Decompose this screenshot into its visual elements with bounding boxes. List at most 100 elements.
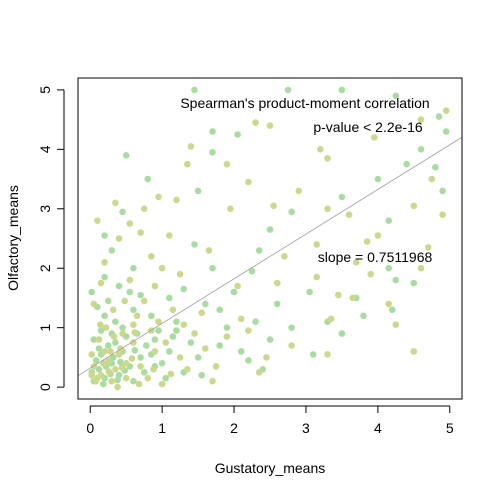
y-tick-label: 4	[37, 145, 53, 153]
data-point-khaki	[109, 306, 117, 314]
data-point-green	[388, 306, 396, 314]
data-point-green	[131, 347, 139, 354]
data-point-green	[191, 86, 198, 94]
data-point-khaki	[424, 244, 432, 251]
data-point-green	[180, 285, 187, 293]
data-point-green	[119, 208, 126, 216]
data-point-khaki	[101, 348, 108, 355]
data-point-green	[209, 128, 216, 135]
data-point-khaki	[158, 264, 166, 272]
data-point-khaki	[349, 294, 357, 302]
data-point-khaki	[151, 348, 159, 355]
data-point-khaki	[184, 160, 191, 168]
x-tick-label: 0	[86, 420, 94, 436]
data-point-khaki	[345, 211, 353, 218]
data-point-green	[90, 336, 98, 343]
data-point-khaki	[122, 374, 130, 382]
data-point-khaki	[428, 175, 436, 183]
data-point-khaki	[180, 321, 187, 329]
data-point-khaki	[97, 321, 104, 329]
data-point-khaki	[295, 187, 303, 195]
data-point-khaki	[385, 300, 393, 308]
data-point-green	[108, 247, 116, 254]
data-point-khaki	[144, 374, 152, 382]
data-point-green	[173, 318, 180, 326]
data-point-green	[137, 291, 144, 299]
data-point-khaki	[130, 339, 137, 346]
data-point-khaki	[374, 232, 382, 239]
data-point-khaki	[140, 297, 148, 305]
data-point-khaki	[150, 366, 157, 373]
data-point-khaki	[102, 324, 110, 332]
data-point-khaki	[317, 146, 324, 153]
data-point-green	[230, 288, 238, 296]
data-point-khaki	[88, 371, 95, 379]
data-point-green	[109, 354, 117, 361]
data-point-khaki	[121, 297, 128, 305]
data-point-khaki	[353, 259, 360, 266]
data-point-green	[403, 160, 410, 168]
data-point-green	[385, 217, 393, 224]
data-point-khaki	[151, 282, 159, 290]
data-point-khaki	[155, 318, 162, 326]
data-point-khaki	[324, 205, 331, 213]
data-point-khaki	[110, 333, 118, 340]
data-point-khaki	[263, 354, 270, 361]
y-axis-title: Olfactory_means	[5, 185, 21, 291]
data-point-khaki	[128, 355, 136, 362]
data-point-green	[122, 152, 130, 159]
data-point-khaki	[223, 333, 231, 340]
data-point-green	[309, 351, 317, 358]
data-point-green	[432, 163, 439, 171]
data-point-khaki	[166, 232, 173, 239]
data-point-green	[216, 342, 223, 349]
data-point-green	[104, 342, 112, 349]
data-point-khaki	[205, 247, 213, 254]
data-point-green	[306, 288, 313, 296]
data-point-green	[223, 324, 231, 332]
data-point-khaki	[137, 229, 144, 236]
data-point-green	[338, 86, 346, 94]
data-point-khaki	[367, 270, 375, 278]
data-point-khaki	[410, 202, 418, 210]
data-point-green	[216, 306, 223, 314]
data-point-khaki	[417, 264, 425, 272]
data-point-khaki	[94, 374, 101, 382]
data-point-green	[130, 264, 137, 272]
data-point-green	[95, 345, 103, 352]
data-point-khaki	[167, 370, 175, 378]
data-point-green	[417, 146, 425, 153]
data-point-green	[155, 327, 162, 334]
data-point-green	[288, 208, 295, 216]
data-point-khaki	[112, 199, 119, 207]
data-point-green	[288, 324, 295, 332]
data-point-green	[166, 348, 173, 355]
data-point-khaki	[327, 315, 335, 323]
points-layer	[88, 86, 450, 391]
data-point-khaki	[363, 238, 371, 245]
data-point-green	[248, 267, 256, 275]
data-point-khaki	[162, 339, 169, 346]
data-point-green	[198, 371, 205, 379]
y-axis: 0 1 2 3 4 5	[37, 86, 65, 391]
data-point-green	[338, 330, 346, 337]
p-value-annotation: p-value < 2.2e-16	[313, 119, 423, 135]
data-point-green	[115, 282, 123, 290]
data-point-khaki	[158, 380, 166, 388]
data-point-khaki	[90, 300, 98, 308]
x-tick-label: 5	[446, 420, 454, 436]
data-point-green	[410, 279, 418, 287]
data-point-green	[385, 264, 393, 272]
data-point-khaki	[176, 270, 184, 278]
data-point-green	[360, 312, 367, 320]
x-tick-label: 3	[302, 420, 310, 436]
data-point-green	[104, 297, 112, 305]
data-point-khaki	[88, 351, 95, 358]
data-point-green	[101, 232, 108, 239]
data-point-khaki	[97, 279, 105, 287]
data-point-green	[112, 339, 119, 346]
data-point-khaki	[126, 276, 134, 284]
y-tick-label: 0	[37, 383, 53, 391]
data-point-green	[101, 312, 108, 320]
data-point-khaki	[417, 116, 425, 123]
